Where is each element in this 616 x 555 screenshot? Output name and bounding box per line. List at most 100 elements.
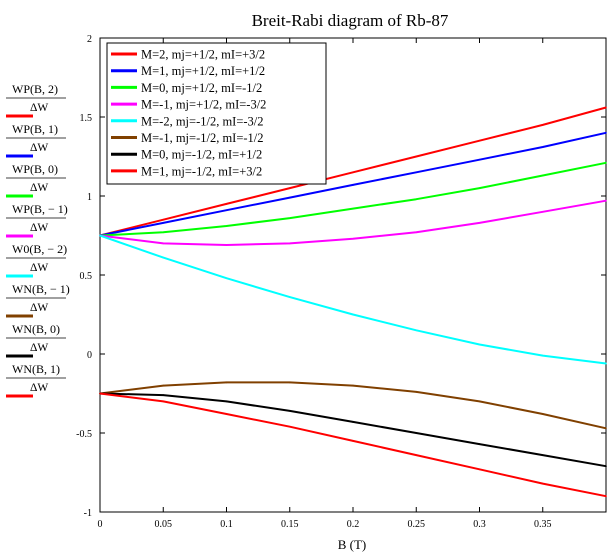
series-5-point [162,256,165,259]
legend-box [106,42,327,185]
side-labels: WP(B, 2) ΔW WP(B, 1) ΔW WP(B, 0) ΔW WP(B, − 1)… [6,82,70,398]
y-tick-label: 0.5 [80,271,93,282]
y-ticks: 2 1.5 1 0.5 0 -0.5 -1 [76,34,606,519]
legend-label: M=-2, mj=-1/2, mI=-3/2 [141,114,264,128]
series-2-point [162,222,165,224]
legend-label: M=0, mj=+1/2, mI=-1/2 [141,81,262,95]
legend-label: M=-1, mj=-1/2, mI=-1/2 [141,131,264,145]
series-1-point [541,124,544,126]
side-label-denominator: ΔW [30,222,48,234]
series-5-point [478,343,481,346]
series-6-point [541,413,544,415]
side-label-numerator: W0(B, − 2) [12,242,67,256]
side-label-numerator: WP(B, 0) [12,162,58,176]
series-line-5 [99,234,607,365]
x-tick-label: 0.2 [347,519,360,530]
side-label-numerator: WP(B, 1) [12,122,58,136]
chart-title: Breit-Rabi diagram of Rb-87 [252,11,449,30]
series-6-point [225,381,228,384]
side-label-denominator: ΔW [30,182,48,194]
series-2-point [288,196,291,199]
legend-label: M=-1, mj=+1/2, mI=-3/2 [141,98,266,112]
series-5-point [415,329,418,332]
y-tick-label: 1.5 [80,113,93,124]
series-5-point [225,277,228,279]
series-4-point [162,242,165,245]
side-label-denominator: ΔW [30,382,48,394]
series-7-point [541,454,544,456]
x-axis-label: B (T) [338,537,367,552]
series-8-point [541,482,544,485]
series-5-point [288,296,291,298]
series-8-point [352,440,354,442]
series-7-point [352,421,354,423]
series-7-point [415,432,418,434]
series-2-point [541,146,544,148]
series-1-point [605,106,607,109]
series-2-point [605,132,607,134]
series-7-point [162,394,165,396]
series-3-point [352,207,354,210]
legend-label: M=1, mj=-1/2, mI=+3/2 [141,164,262,178]
y-tick-label: -1 [84,508,92,519]
series-3-point [415,198,418,200]
series-7-point [225,400,228,403]
series-3-point [288,217,291,219]
side-label-denominator: ΔW [30,262,48,274]
series-1-point [288,187,291,189]
series-8-point [415,454,418,456]
x-tick-label: 0 [98,519,103,530]
series-4-point [225,244,228,246]
series-3-point [225,225,228,227]
side-label-numerator: WP(B, − 1) [12,202,68,216]
side-label-denominator: ΔW [30,102,48,114]
legend-label: M=2, mj=+1/2, mI=+3/2 [141,48,265,62]
series-6-point [288,381,291,384]
series-1-point [162,218,165,221]
series-1-point [352,171,354,174]
y-tick-label: 0 [87,350,92,361]
series-1-point [415,155,418,158]
series-8-point [288,425,291,428]
x-tick-label: 0.25 [408,519,426,530]
series-6-point [352,384,354,387]
series-3-point [605,162,607,164]
series-4-point [605,199,607,202]
series-2-point [478,158,481,161]
series-8-point [225,413,228,415]
series-8-point [478,468,481,471]
series-4-point [415,231,418,234]
x-tick-label: 0.3 [473,519,486,530]
series-2-point [415,171,418,174]
series-7-point [605,465,607,467]
side-label-denominator: ΔW [30,142,48,154]
series-lines [99,106,607,498]
series-8-point [162,400,165,403]
series-4-point [541,211,544,213]
series-3-point [541,174,544,177]
series-5-point [541,354,544,357]
series-2-point [352,184,354,186]
side-label-numerator: WP(B, 2) [12,82,58,96]
series-7-point [288,410,291,412]
series-1-point [225,203,228,205]
legend-label: M=0, mj=-1/2, mI=+1/2 [141,148,262,162]
x-tick-label: 0.1 [220,519,233,530]
series-3-point [162,231,165,234]
x-tick-label: 0.15 [281,519,299,530]
series-line-8 [99,392,607,498]
y-tick-label: -0.5 [76,429,92,440]
series-8-point [605,495,607,498]
series-3-point [478,187,481,189]
series-7-point [478,443,481,445]
series-4-point [288,242,291,245]
series-4-point [478,222,481,224]
x-tick-label: 0.35 [534,519,552,530]
series-6-point [415,391,418,393]
x-tick-label: 0.05 [155,519,173,530]
side-label-denominator: ΔW [30,302,48,314]
side-label-numerator: WN(B, − 1) [12,282,70,296]
series-6-point [478,400,481,403]
series-6-point [605,427,607,430]
